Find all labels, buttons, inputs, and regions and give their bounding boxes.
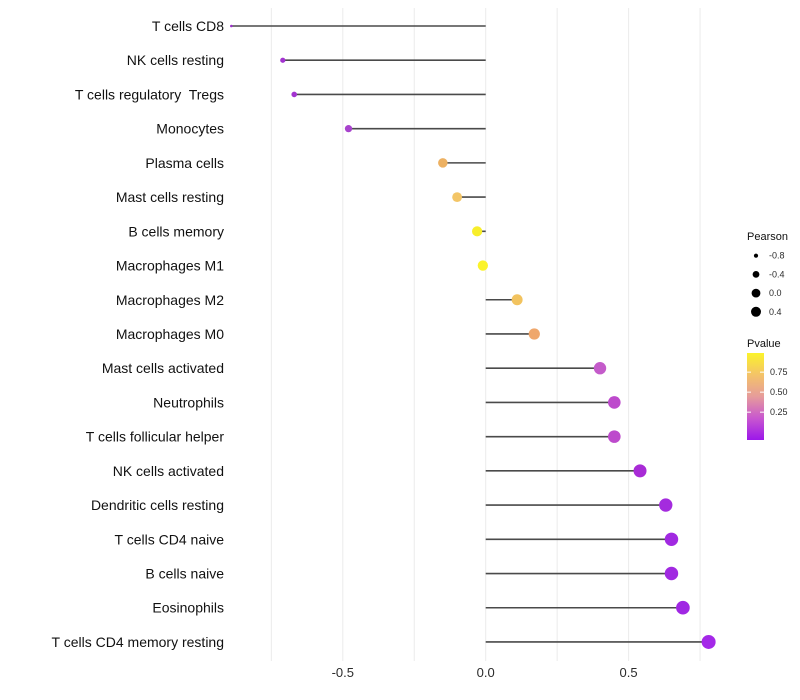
lollipop-dot: [593, 362, 607, 375]
x-axis: -0.5 0.0 0.5: [332, 665, 638, 680]
x-tick-label: -0.5: [332, 665, 354, 680]
legend-size-label: 0.0: [769, 288, 782, 298]
gridlines: [270, 8, 701, 661]
lollipop-dot: [528, 328, 540, 340]
lollipop-dot: [676, 600, 690, 615]
colorbar-tick-label: 0.25: [770, 407, 788, 417]
row-label: Monocytes: [156, 121, 224, 137]
row-label: B cells memory: [128, 223, 224, 239]
lollipop-dot: [608, 396, 621, 409]
pearson-size-legend: Pearson -0.8 -0.4 0.0 0.4: [747, 231, 788, 317]
lollipop-dot: [472, 226, 483, 237]
x-tick-label: 0.5: [620, 665, 638, 680]
lollipop-dot: [230, 24, 233, 28]
row-label: NK cells activated: [113, 463, 224, 479]
lollipop-dot: [608, 430, 621, 443]
row-label: Dendritic cells resting: [91, 497, 224, 513]
legend-size-dot: [753, 253, 759, 258]
pvalue-color-legend: Pvalue 0.75 0.50 0.25: [747, 338, 788, 440]
legend-size-dot: [751, 306, 761, 317]
legend-size-label: -0.4: [769, 269, 785, 279]
row-label: T cells CD8: [152, 18, 224, 34]
row-label: Neutrophils: [153, 394, 224, 410]
row-label: Mast cells resting: [116, 189, 224, 205]
row-label: Plasma cells: [145, 155, 224, 171]
lollipop-dot: [659, 498, 673, 512]
lollipop-dot: [633, 464, 647, 478]
row-label: Macrophages M0: [116, 326, 224, 342]
row-label: B cells naive: [145, 566, 224, 582]
legend-size-dot: [752, 271, 760, 278]
lollipop-dot: [664, 532, 679, 547]
lollipop-dot: [701, 634, 716, 649]
row-label: Macrophages M1: [116, 258, 224, 274]
pvalue-legend-title: Pvalue: [747, 338, 781, 350]
pearson-legend-title: Pearson: [747, 231, 788, 243]
lollipop-dot: [280, 57, 286, 63]
row-label: NK cells resting: [127, 52, 224, 68]
x-tick-label: 0.0: [477, 665, 495, 680]
row-label: Mast cells activated: [102, 360, 224, 376]
lollipop-dot: [452, 192, 463, 203]
legend-size-label: 0.4: [769, 307, 782, 317]
row-label: T cells CD4 naive: [115, 531, 225, 547]
lollipop-dot: [477, 260, 489, 271]
colorbar-tick-label: 0.50: [770, 387, 788, 397]
lollipop-dot: [511, 294, 523, 306]
row-label: T cells follicular helper: [86, 429, 225, 445]
row-label: Macrophages M2: [116, 292, 224, 308]
lollipop-dot: [291, 91, 298, 98]
pvalue-colorbar: [747, 353, 764, 440]
lollipop-dot: [344, 125, 353, 133]
legend-size-dot: [751, 288, 761, 298]
lollipop-dot: [664, 566, 679, 581]
row-label: T cells CD4 memory resting: [52, 634, 224, 650]
row-label: T cells regulatory Tregs: [75, 86, 224, 102]
legend-size-label: -0.8: [769, 251, 785, 261]
colorbar-tick-label: 0.75: [770, 367, 788, 377]
row-label: Eosinophils: [152, 600, 224, 616]
lollipop-dot: [438, 158, 448, 168]
lollipop-rows: T cells CD8 NK cells resting T cells regul…: [52, 18, 716, 650]
